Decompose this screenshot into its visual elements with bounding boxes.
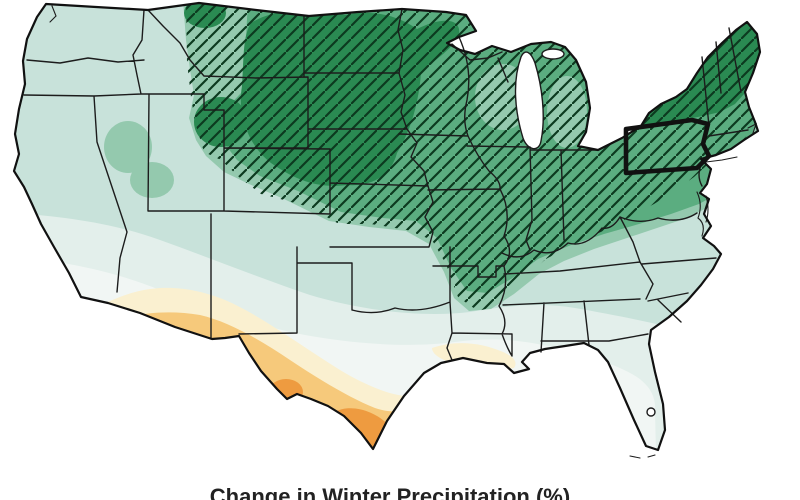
lake-michigan — [514, 51, 544, 150]
us-coast-outline — [12, 1, 762, 452]
map-region-orange-big-bend — [269, 379, 303, 405]
lake-okeechobee — [646, 407, 656, 417]
map-caption: Change in Winter Precipitation (%) — [210, 484, 570, 500]
pennsylvania-highlight-outline — [623, 117, 712, 176]
map-region-seafoam-south-utah — [130, 162, 174, 198]
straits-of-mackinac — [541, 48, 565, 60]
map-region-seafoam-nevada — [104, 121, 152, 173]
state-borders — [23, 8, 749, 361]
